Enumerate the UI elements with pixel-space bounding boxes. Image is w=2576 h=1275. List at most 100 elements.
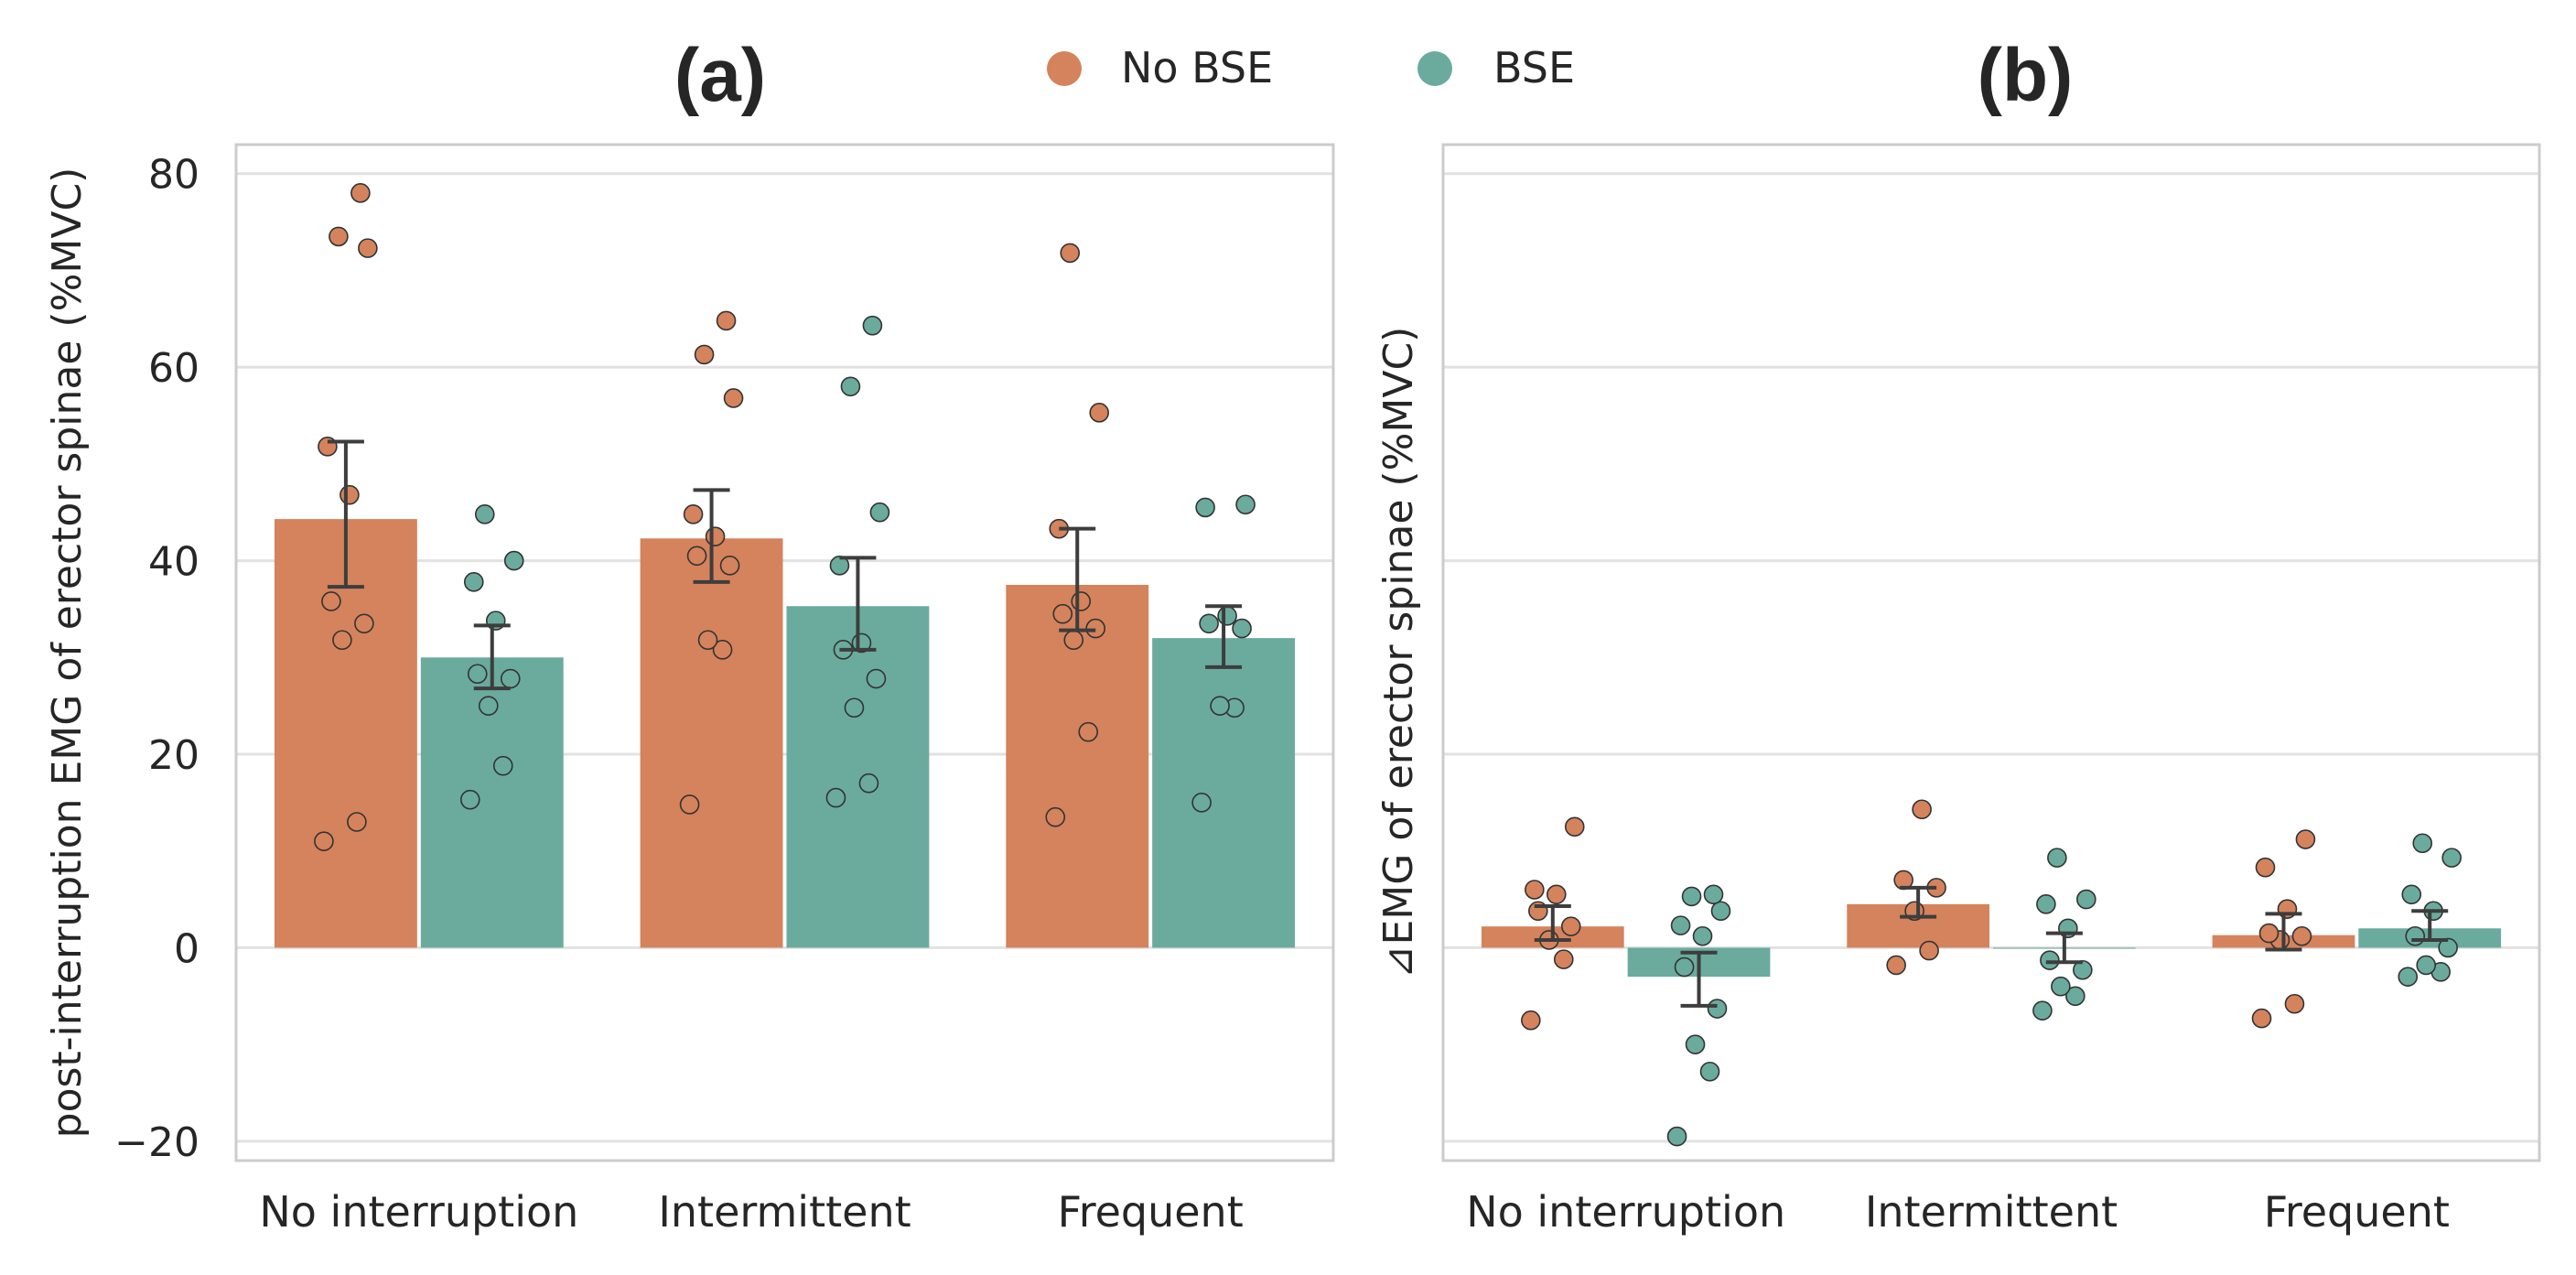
point-bse [503, 550, 524, 571]
point-bse [2051, 976, 2071, 997]
point-bse [459, 789, 480, 810]
point-no-bse [347, 812, 367, 832]
legend-marker-no-bse [1047, 51, 1082, 86]
point-bse [1670, 915, 1691, 935]
point-no-bse [332, 630, 352, 651]
point-no-bse [705, 526, 726, 546]
point-no-bse [712, 640, 733, 660]
point-bse [1217, 606, 1237, 626]
point-bse [1703, 884, 1724, 905]
point-no-bse [1089, 403, 1110, 423]
point-no-bse [321, 591, 341, 611]
point-no-bse [2291, 925, 2312, 946]
point-no-bse [329, 226, 349, 247]
point-bse [869, 502, 890, 523]
point-bse [1674, 956, 1695, 978]
point-bse [866, 668, 887, 689]
point-no-bse [1521, 1010, 1541, 1031]
point-bse [2032, 1000, 2053, 1021]
point-bse [1199, 613, 1219, 634]
point-no-bse [2295, 829, 2316, 849]
plot-frame [234, 143, 1335, 1162]
bar-no-bse-intermittent [640, 538, 783, 948]
point-no-bse [683, 504, 704, 524]
y-axis-label: post-interruption EMG of erector spinae … [44, 167, 91, 1139]
point-no-bse [694, 344, 715, 365]
point-no-bse [350, 183, 371, 203]
point-no-bse [1085, 618, 1106, 639]
x-tick-label-intermittent: Intermittent [1865, 1187, 2118, 1237]
point-bse [2036, 894, 2056, 914]
bar-bse-intermittent [786, 606, 930, 948]
y-tick-label: −20 [114, 1119, 199, 1166]
point-bse [844, 697, 865, 719]
point-bse [1685, 1034, 1706, 1054]
point-no-bse [358, 238, 378, 258]
point-no-bse [1060, 243, 1081, 264]
point-no-bse [1919, 940, 1939, 961]
point-no-bse [1546, 884, 1567, 905]
point-no-bse [2255, 857, 2276, 878]
point-bse [1195, 497, 1215, 518]
point-no-bse [2284, 993, 2305, 1014]
point-no-bse [354, 613, 374, 634]
point-no-bse [723, 388, 744, 408]
point-no-bse [719, 556, 740, 576]
point-bse [2076, 889, 2096, 910]
y-tick-label: 0 [174, 925, 199, 972]
bar-no-bse-no-interruption [274, 519, 417, 948]
legend-label-no-bse: No BSE [1121, 43, 1273, 92]
point-bse [2398, 967, 2419, 987]
point-no-bse [2258, 923, 2280, 944]
point-bse [463, 572, 484, 592]
point-no-bse [1560, 916, 1581, 936]
point-no-bse [340, 484, 360, 505]
y-tick-label: 80 [148, 152, 199, 199]
point-bse [2040, 950, 2060, 970]
y-tick-label: 20 [148, 732, 199, 779]
point-bse [467, 664, 488, 685]
point-bse [1232, 618, 1252, 639]
point-bse [500, 668, 521, 689]
point-bse [1681, 886, 1702, 907]
x-tick-label-no-interruption: No interruption [259, 1187, 578, 1237]
point-bse [2047, 848, 2067, 868]
point-bse [478, 696, 499, 716]
point-bse [2401, 884, 2422, 905]
point-bse [840, 376, 861, 397]
point-no-bse [1063, 630, 1084, 651]
legend: No BSE BSE [1047, 43, 1575, 92]
bar-bse-frequent [1152, 638, 1296, 948]
point-bse [1191, 793, 1212, 813]
point-bse [2416, 955, 2437, 976]
point-bse [862, 315, 883, 336]
x-tick-label-no-interruption: No interruption [1466, 1187, 1785, 1237]
panel-b: No interruption Intermittent Frequent ⊿EMG … [1375, 34, 2541, 1237]
point-no-bse [679, 794, 700, 815]
point-bse [858, 773, 879, 794]
point-no-bse [686, 546, 707, 567]
point-no-bse [1886, 955, 1906, 976]
point-no-bse [697, 630, 718, 651]
x-tick-label-intermittent: Intermittent [658, 1187, 911, 1237]
point-bse [1710, 901, 1731, 922]
point-no-bse [1071, 591, 1092, 611]
legend-label-bse: BSE [1493, 43, 1575, 92]
point-no-bse [1912, 799, 1932, 820]
point-no-bse [1078, 721, 1099, 742]
point-bse [825, 787, 846, 808]
point-no-bse [2251, 1008, 2272, 1029]
point-bse [1666, 1126, 1687, 1147]
y-axis-label: ⊿EMG of erector spinae (%MVC) [1375, 327, 1422, 979]
point-no-bse [1564, 816, 1585, 837]
point-bse [1692, 925, 1713, 946]
y-tick-label: 60 [148, 345, 199, 392]
point-bse [1707, 999, 1728, 1019]
x-tick-label-frequent: Frequent [1058, 1187, 1244, 1237]
point-no-bse [314, 831, 334, 851]
point-bse [474, 504, 495, 524]
point-bse [2412, 833, 2433, 854]
legend-marker-bse [1417, 51, 1452, 86]
point-no-bse [1052, 603, 1073, 624]
